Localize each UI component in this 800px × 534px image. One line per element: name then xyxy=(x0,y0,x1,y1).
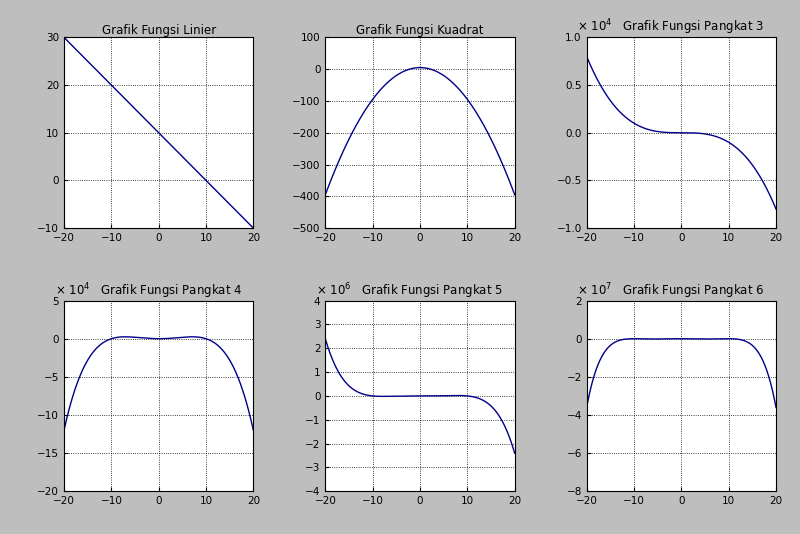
Text: $\times\ 10^{4}$   Grafik Fungsi Pangkat 3: $\times\ 10^{4}$ Grafik Fungsi Pangkat 3 xyxy=(577,18,764,37)
Text: $\times\ 10^{4}$   Grafik Fungsi Pangkat 4: $\times\ 10^{4}$ Grafik Fungsi Pangkat 4 xyxy=(54,281,242,301)
Title: Grafik Fungsi Linier: Grafik Fungsi Linier xyxy=(102,25,216,37)
Text: $\times\ 10^{6}$   Grafik Fungsi Pangkat 5: $\times\ 10^{6}$ Grafik Fungsi Pangkat 5 xyxy=(316,281,502,301)
Text: $\times\ 10^{7}$   Grafik Fungsi Pangkat 6: $\times\ 10^{7}$ Grafik Fungsi Pangkat 6 xyxy=(577,281,764,301)
Title: Grafik Fungsi Kuadrat: Grafik Fungsi Kuadrat xyxy=(356,25,484,37)
